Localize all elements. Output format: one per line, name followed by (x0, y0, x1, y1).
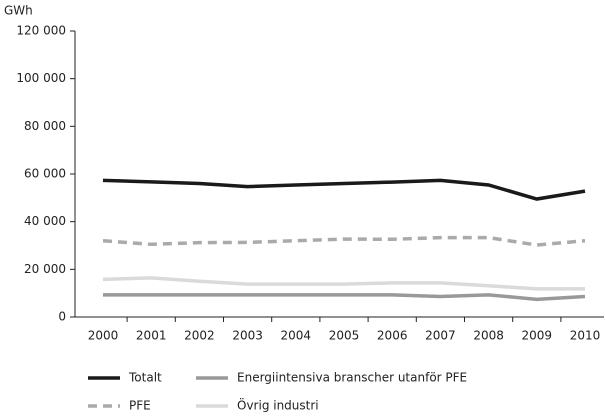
y-tick-label: 60 000 (24, 167, 66, 181)
x-tick-label: 2008 (473, 329, 504, 343)
y-tick-label: 20 000 (24, 262, 66, 276)
x-tick-label: 2006 (377, 329, 408, 343)
x-tick-label: 2007 (425, 329, 456, 343)
legend-label: Totalt (128, 371, 162, 385)
series-line (102, 178, 586, 201)
legend-label: PFE (129, 399, 151, 413)
x-tick-label: 2001 (136, 329, 167, 343)
series-line (102, 276, 585, 291)
x-tick-label: 2010 (570, 329, 601, 343)
x-tick-label: 2004 (281, 329, 312, 343)
series-line (103, 293, 586, 302)
y-tick-label: 100 000 (16, 71, 66, 85)
x-tick-label: 2002 (184, 329, 215, 343)
y-tick-label: 40 000 (24, 214, 66, 228)
x-tick-label: 2003 (232, 329, 263, 343)
x-tick-label: 2000 (88, 329, 119, 343)
y-tick-label: 0 (58, 310, 66, 324)
x-tick-label: 2005 (329, 329, 360, 343)
y-tick-label: 80 000 (24, 119, 66, 133)
legend-label: Energiintensiva branscher utanför PFE (237, 371, 467, 385)
legend-label: Övrig industri (237, 397, 319, 413)
y-axis-label: GWh (4, 4, 33, 18)
series-line (102, 235, 586, 247)
y-tick-label: 120 000 (16, 24, 66, 38)
x-tick-label: 2009 (522, 329, 553, 343)
